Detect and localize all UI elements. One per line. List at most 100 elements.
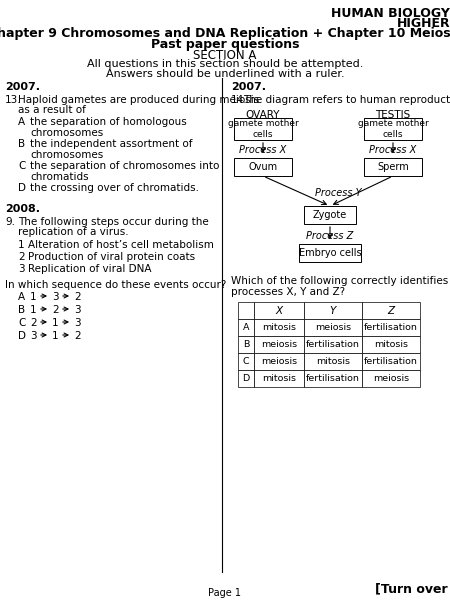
Text: Embryo cells: Embryo cells <box>299 248 361 258</box>
Text: 1: 1 <box>30 305 36 315</box>
Text: 2007.: 2007. <box>5 82 40 92</box>
Text: 2: 2 <box>18 252 25 262</box>
Text: mitosis: mitosis <box>262 323 296 332</box>
Bar <box>364 158 422 176</box>
Text: as a result of: as a result of <box>18 105 86 115</box>
Text: Process X: Process X <box>369 145 417 155</box>
Bar <box>299 244 361 262</box>
Text: Replication of viral DNA: Replication of viral DNA <box>28 264 152 274</box>
Text: meiosis: meiosis <box>315 323 351 332</box>
Bar <box>362 319 420 336</box>
Text: B: B <box>18 139 25 149</box>
Text: mitosis: mitosis <box>316 357 350 366</box>
Text: Ovum: Ovum <box>248 162 278 172</box>
Text: Page 1: Page 1 <box>208 588 242 598</box>
Text: 3: 3 <box>74 305 81 315</box>
Text: fertilisation: fertilisation <box>306 340 360 349</box>
Text: the separation of chromosomes into: the separation of chromosomes into <box>30 161 220 171</box>
Bar <box>254 336 304 353</box>
Text: the separation of homologous: the separation of homologous <box>30 117 187 127</box>
Text: D: D <box>18 183 26 193</box>
Bar <box>304 302 362 319</box>
Text: fertilisation: fertilisation <box>364 357 418 366</box>
Bar <box>238 336 254 353</box>
Bar <box>304 336 362 353</box>
Bar <box>254 353 304 370</box>
Text: C: C <box>243 357 249 366</box>
Text: D: D <box>18 331 26 341</box>
Text: 2: 2 <box>74 331 81 341</box>
Bar <box>238 370 254 387</box>
Text: 14.: 14. <box>231 95 248 105</box>
Text: 13.: 13. <box>5 95 22 105</box>
Text: A: A <box>18 117 25 127</box>
Text: B: B <box>18 305 25 315</box>
Text: 2: 2 <box>30 318 36 328</box>
Text: fertilisation: fertilisation <box>364 323 418 332</box>
Text: mitosis: mitosis <box>262 374 296 383</box>
Text: Which of the following correctly identifies: Which of the following correctly identif… <box>231 276 448 286</box>
Text: The diagram refers to human reproduction.: The diagram refers to human reproduction… <box>243 95 450 105</box>
Bar <box>362 370 420 387</box>
Text: A: A <box>243 323 249 332</box>
Text: [Turn over: [Turn over <box>375 582 448 595</box>
Bar <box>234 158 292 176</box>
Text: X: X <box>275 305 283 316</box>
Text: Alteration of host’s cell metabolism: Alteration of host’s cell metabolism <box>28 240 214 250</box>
Bar <box>362 302 420 319</box>
Text: 3: 3 <box>52 292 58 302</box>
Text: 3: 3 <box>18 264 25 274</box>
Text: Process X: Process X <box>239 145 287 155</box>
Text: meiosis: meiosis <box>261 357 297 366</box>
Text: 1: 1 <box>18 240 25 250</box>
Text: 3: 3 <box>74 318 81 328</box>
Bar <box>234 118 292 140</box>
Text: Chapter 9 Chromosomes and DNA Replication + Chapter 10 Meiosis: Chapter 9 Chromosomes and DNA Replicatio… <box>0 27 450 40</box>
Text: Haploid gametes are produced during meiosis: Haploid gametes are produced during meio… <box>18 95 259 105</box>
Text: meiosis: meiosis <box>373 374 409 383</box>
Text: A: A <box>18 292 25 302</box>
Bar <box>304 206 356 224</box>
Text: 2: 2 <box>74 292 81 302</box>
Bar <box>304 353 362 370</box>
Bar <box>364 118 422 140</box>
Text: the independent assortment of: the independent assortment of <box>30 139 193 149</box>
Text: SECTION A: SECTION A <box>194 49 256 62</box>
Bar <box>254 302 304 319</box>
Bar <box>254 319 304 336</box>
Text: replication of a virus.: replication of a virus. <box>18 227 129 237</box>
Text: gamete mother
cells: gamete mother cells <box>358 119 428 139</box>
Text: D: D <box>243 374 250 383</box>
Text: 1: 1 <box>30 292 36 302</box>
Text: B: B <box>243 340 249 349</box>
Text: 3: 3 <box>30 331 36 341</box>
Text: Zygote: Zygote <box>313 210 347 220</box>
Text: Process Z: Process Z <box>306 231 354 241</box>
Text: the crossing over of chromatids.: the crossing over of chromatids. <box>30 183 199 193</box>
Text: chromosomes: chromosomes <box>30 150 103 160</box>
Text: Sperm: Sperm <box>377 162 409 172</box>
Text: chromosomes: chromosomes <box>30 128 103 138</box>
Text: 1: 1 <box>52 318 58 328</box>
Text: Y: Y <box>330 305 336 316</box>
Text: meiosis: meiosis <box>261 340 297 349</box>
Text: 1: 1 <box>52 331 58 341</box>
Bar <box>254 370 304 387</box>
Text: C: C <box>18 161 25 171</box>
Bar <box>304 370 362 387</box>
Text: chromatids: chromatids <box>30 172 89 182</box>
Text: 2008.: 2008. <box>5 204 40 214</box>
Text: Past paper questions: Past paper questions <box>151 38 299 51</box>
Bar <box>238 353 254 370</box>
Text: In which sequence do these events occur?: In which sequence do these events occur? <box>5 280 226 290</box>
Text: 9.: 9. <box>5 217 15 227</box>
Bar <box>362 336 420 353</box>
Text: TESTIS: TESTIS <box>375 110 410 120</box>
Text: HUMAN BIOLOGY: HUMAN BIOLOGY <box>331 7 450 20</box>
Bar <box>304 319 362 336</box>
Text: C: C <box>18 318 25 328</box>
Text: 2: 2 <box>52 305 58 315</box>
Bar <box>238 302 254 319</box>
Bar <box>238 319 254 336</box>
Text: Production of viral protein coats: Production of viral protein coats <box>28 252 195 262</box>
